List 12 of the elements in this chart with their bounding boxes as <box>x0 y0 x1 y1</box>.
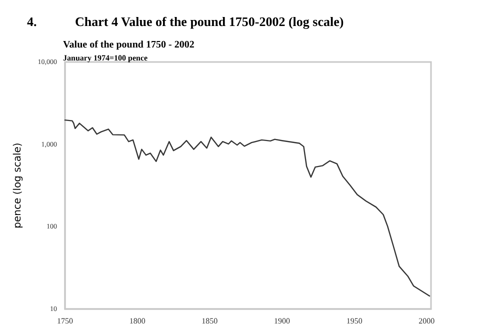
chart-title: Chart 4 Value of the pound 1750-2002 (log scale) <box>75 14 344 29</box>
x-tick-label: 2000 <box>418 316 435 326</box>
x-tick-label: 1800 <box>129 316 146 326</box>
x-tick-label: 1950 <box>346 316 362 326</box>
annotation: January 1974=100 pence <box>63 54 148 62</box>
chart-subtitle: Value of the pound 1750 - 2002 <box>63 40 194 50</box>
line-series <box>64 119 430 297</box>
x-tick-label: 1900 <box>274 316 290 326</box>
y-axis-title: pence (log scale) <box>12 142 24 228</box>
text: 4. <box>27 14 37 29</box>
x-tick-label: 1850 <box>202 316 218 326</box>
x-tick-label: 1750 <box>57 316 73 326</box>
